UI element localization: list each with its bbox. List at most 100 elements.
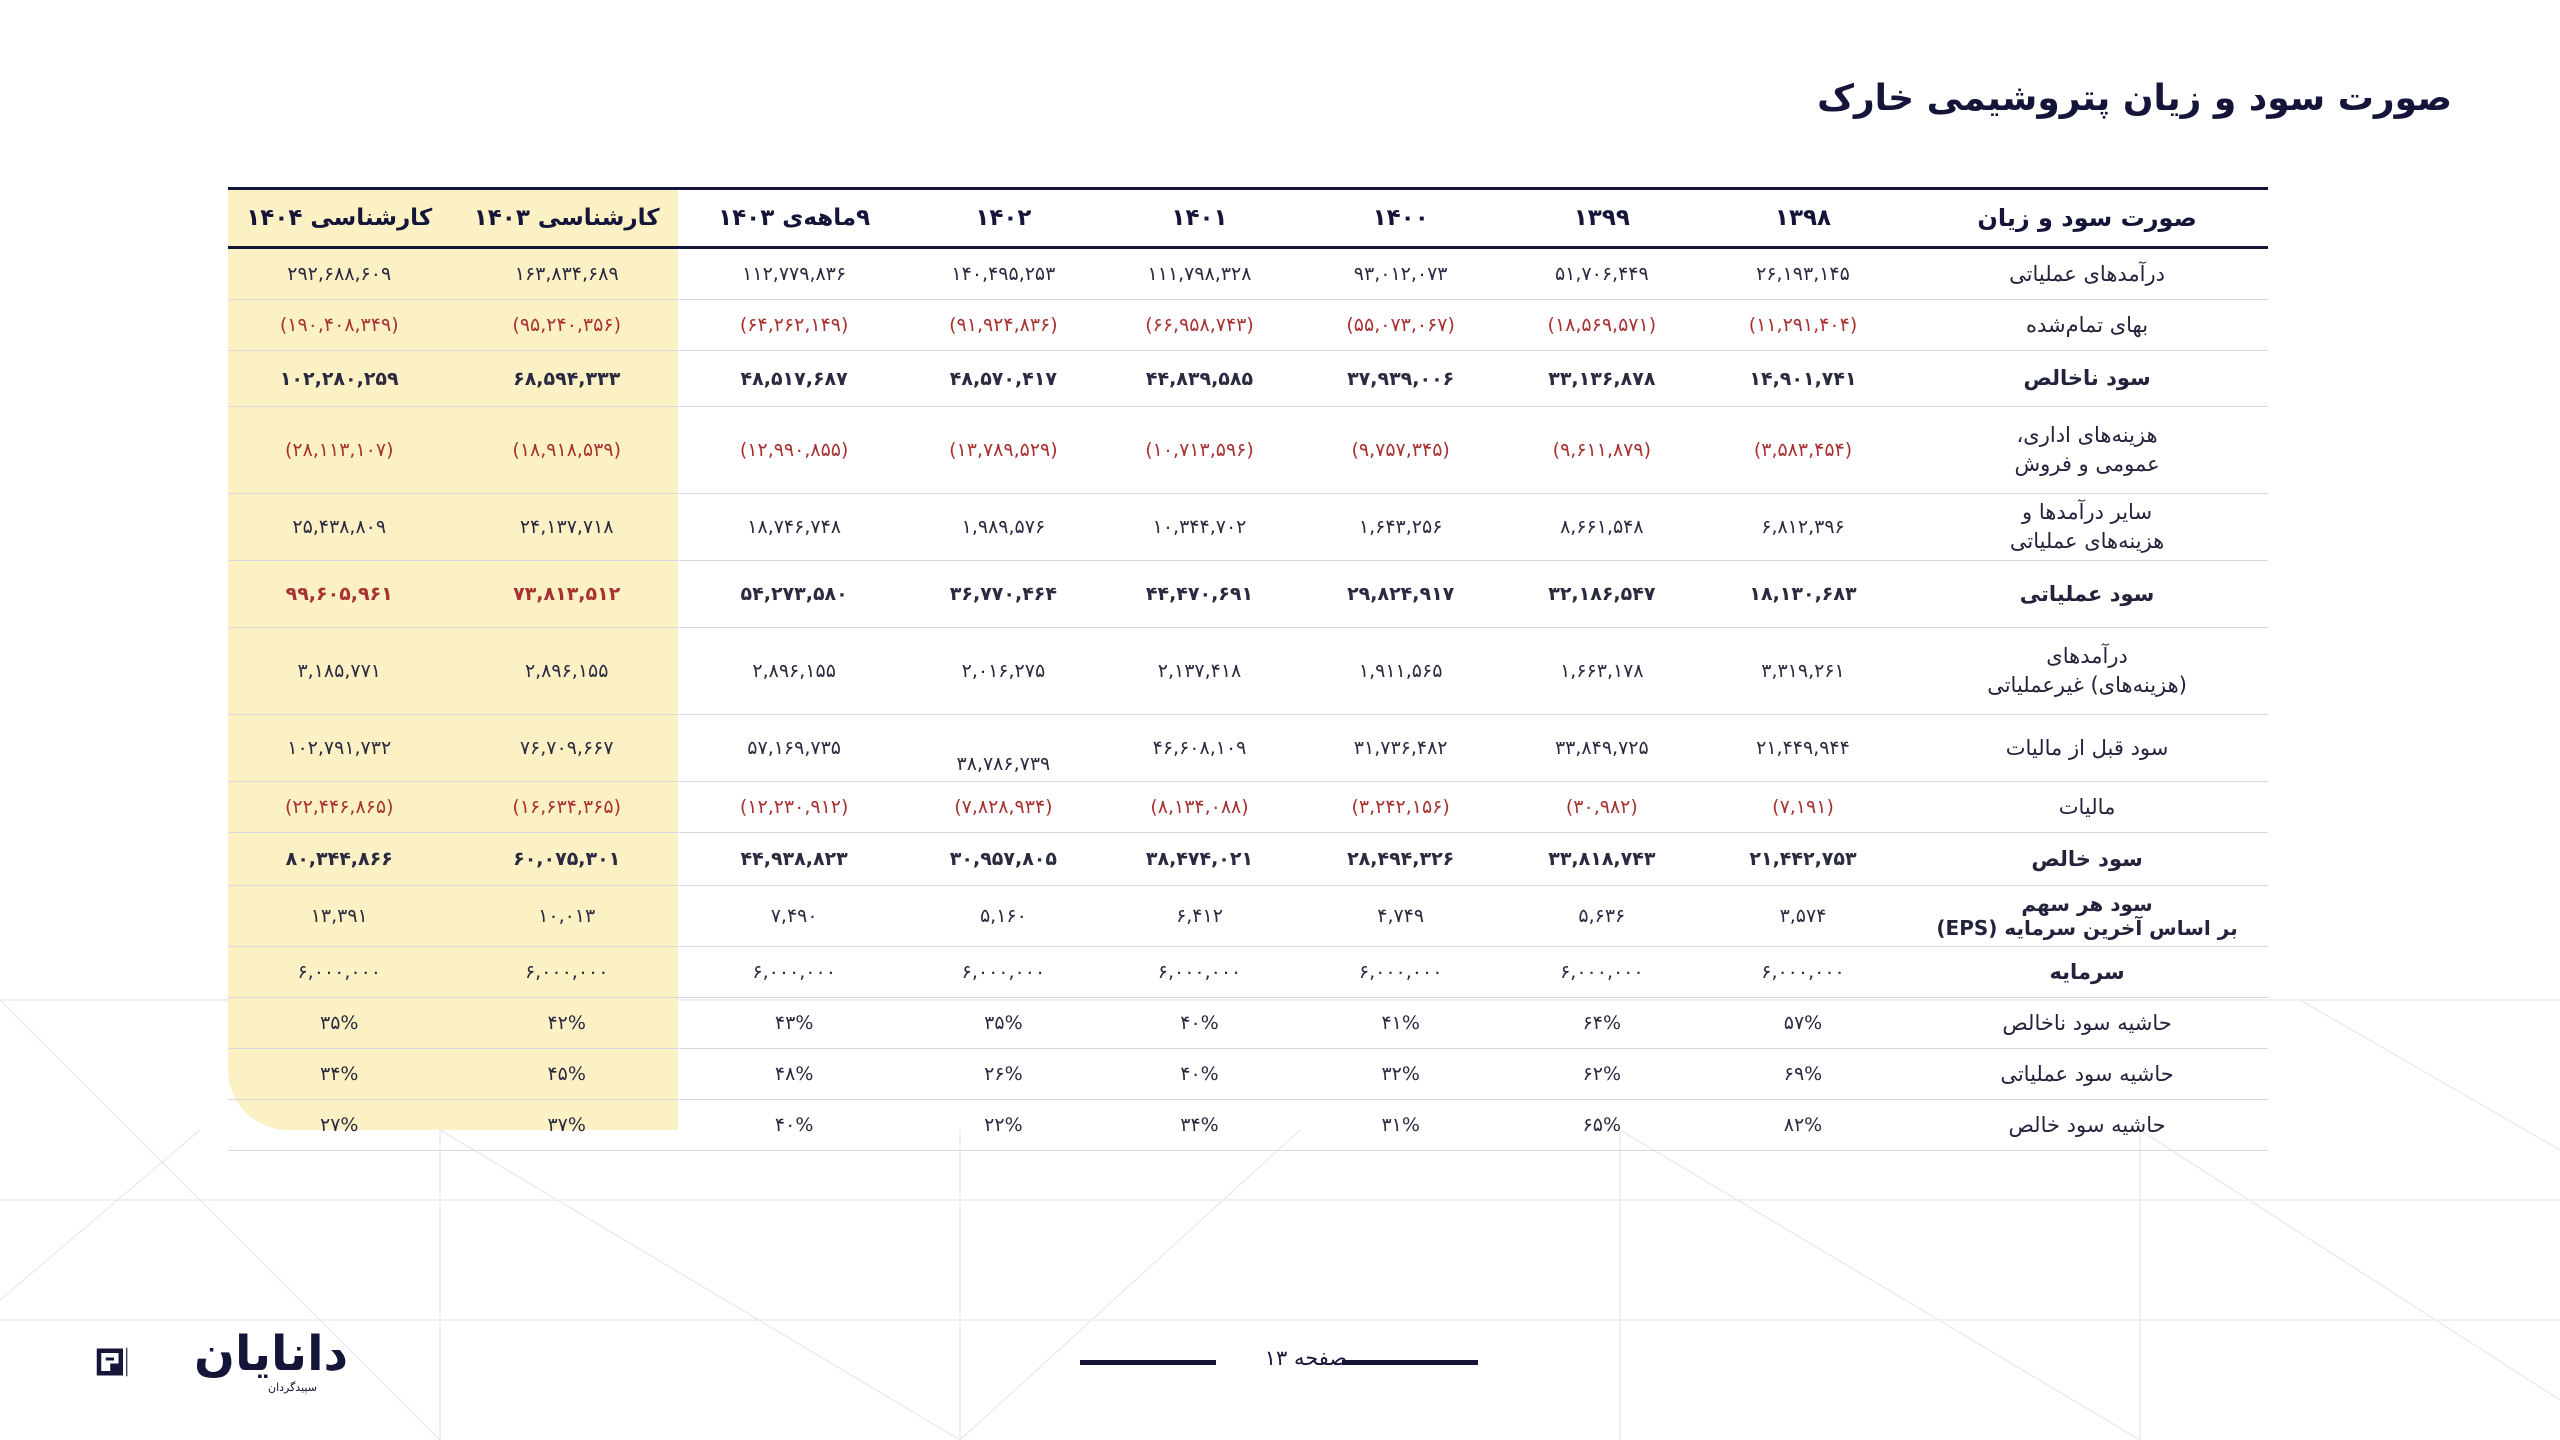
cell: (۱۲,۹۹۰,۸۵۵)	[682, 406, 906, 494]
header-1399: ۱۳۹۹	[1503, 187, 1700, 249]
row-label-line2: بر اساس آخرین سرمایه (EPS)	[1936, 916, 2238, 940]
cell: (۳,۵۸۳,۴۵۴)	[1699, 406, 1907, 494]
cell: ۳۰,۹۵۷,۸۰۵	[905, 832, 1102, 886]
cell: (۹۱,۹۲۴,۸۳۶)	[905, 299, 1102, 351]
cell: ۶,۴۱۲	[1101, 885, 1298, 947]
cell: (۸,۱۳۴,۰۸۸)	[1101, 781, 1298, 833]
cell: ۴۲%	[450, 997, 683, 1049]
row-label: مالیات	[1906, 781, 2268, 833]
cell: ۴۸,۵۷۰,۴۱۷	[905, 350, 1102, 407]
row-admin-expenses: هزینه‌های اداری، عمومی و فروش (۳,۵۸۳,۴۵۴…	[228, 406, 2268, 494]
cell: ۴۰%	[682, 1099, 906, 1151]
cell: ۲۵,۴۳۸,۸۰۹	[228, 493, 451, 561]
cell: ۱۸,۱۳۰,۶۸۳	[1699, 560, 1907, 628]
cell: ۱,۹۱۱,۵۶۵	[1297, 627, 1504, 715]
cell: (۱۸,۵۶۹,۵۷۱)	[1503, 299, 1700, 351]
cell: ۶,۸۱۲,۳۹۶	[1699, 493, 1907, 561]
cell: ۹۳,۰۱۲,۰۷۳	[1297, 247, 1504, 300]
cell: ۲,۸۹۶,۱۵۵	[682, 627, 906, 715]
header-1401: ۱۴۰۱	[1101, 187, 1298, 249]
row-net-margin: حاشیه سود خالص ۸۲% ۶۵% ۳۱% ۳۴% ۲۲% ۴۰% ۳…	[228, 1099, 2268, 1151]
row-label-line1: درآمدهای	[2046, 644, 2128, 668]
footer-line-left	[1080, 1360, 1216, 1365]
row-operating-revenue: درآمدهای عملیاتی ۲۶,۱۹۳,۱۴۵ ۵۱,۷۰۶,۴۴۹ ۹…	[228, 247, 2268, 300]
cell: ۱,۹۸۹,۵۷۶	[905, 493, 1102, 561]
cell: ۳,۵۷۴	[1699, 885, 1907, 947]
cell: ۱۱۱,۷۹۸,۳۲۸	[1101, 247, 1298, 300]
cell: ۳,۳۱۹,۲۶۱	[1699, 627, 1907, 715]
page-number: صفحه ۱۳	[1264, 1346, 1348, 1370]
cell: ۶,۰۰۰,۰۰۰	[1503, 946, 1700, 998]
cell: (۱۶,۶۳۴,۳۶۵)	[450, 781, 683, 833]
cell: ۵,۱۶۰	[905, 885, 1102, 947]
cell: ۶۰,۰۷۵,۳۰۱	[450, 832, 683, 886]
cell: ۳۱%	[1297, 1099, 1504, 1151]
cell: ۴۸,۵۱۷,۶۸۷	[682, 350, 906, 407]
danayan-logo-icon	[96, 1347, 128, 1377]
row-label-line1: سایر درآمدها و	[2022, 500, 2153, 524]
pl-table: صورت سود و زیان ۱۳۹۸ ۱۳۹۹ ۱۴۰۰ ۱۴۰۱ ۱۴۰۲…	[228, 187, 2268, 1151]
cell: ۳۸,۷۸۶,۷۳۹	[905, 714, 1102, 782]
row-eps: سود هر سهم بر اساس آخرین سرمایه (EPS) ۳,…	[228, 885, 2268, 947]
cell: ۲۶,۱۹۳,۱۴۵	[1699, 247, 1907, 300]
row-label: هزینه‌های اداری، عمومی و فروش	[1906, 406, 2268, 494]
cell: ۴۸%	[682, 1048, 906, 1100]
cell: ۵۱,۷۰۶,۴۴۹	[1503, 247, 1700, 300]
cell: ۲۴,۱۳۷,۷۱۸	[450, 493, 683, 561]
row-label: سود قبل از مالیات	[1906, 714, 2268, 782]
cell: (۹۵,۲۴۰,۳۵۶)	[450, 299, 683, 351]
cell: ۳۴%	[228, 1048, 451, 1100]
cell: (۱۲,۲۳۰,۹۱۲)	[682, 781, 906, 833]
row-label: سرمایه	[1906, 946, 2268, 998]
cell: ۳,۱۸۵,۷۷۱	[228, 627, 451, 715]
cell: (۶۶,۹۵۸,۷۴۳)	[1101, 299, 1298, 351]
cell: ۲۲%	[905, 1099, 1102, 1151]
cell: ۱,۶۴۳,۲۵۶	[1297, 493, 1504, 561]
row-label-line2: (هزینه‌های) غیرعملیاتی	[1987, 673, 2187, 697]
cell: ۴۰%	[1101, 1048, 1298, 1100]
cell: ۶۴%	[1503, 997, 1700, 1049]
cell: (۱۹۰,۴۰۸,۳۴۹)	[228, 299, 451, 351]
cell: ۸۰,۳۴۴,۸۶۶	[228, 832, 451, 886]
cell: ۶,۰۰۰,۰۰۰	[1101, 946, 1298, 998]
cell: (۱۸,۹۱۸,۵۳۹)	[450, 406, 683, 494]
cell: ۷۳,۸۱۳,۵۱۲	[450, 560, 683, 628]
cell: ۳۳,۸۴۹,۷۲۵	[1503, 714, 1700, 782]
cell: (۲۸,۱۱۳,۱۰۷)	[228, 406, 451, 494]
cell: ۲۹۲,۶۸۸,۶۰۹	[228, 247, 451, 300]
cell: ۳۵%	[228, 997, 451, 1049]
cell: ۵,۶۳۶	[1503, 885, 1700, 947]
cell: ۸۲%	[1699, 1099, 1907, 1151]
cell: ۶,۰۰۰,۰۰۰	[905, 946, 1102, 998]
cell: ۴۵%	[450, 1048, 683, 1100]
row-operating-profit: سود عملیاتی ۱۸,۱۳۰,۶۸۳ ۳۲,۱۸۶,۵۴۷ ۲۹,۸۲۴…	[228, 560, 2268, 628]
cell: ۱۸,۷۴۶,۷۴۸	[682, 493, 906, 561]
row-label: درآمدهای (هزینه‌های) غیرعملیاتی	[1906, 627, 2268, 715]
cell: ۶,۰۰۰,۰۰۰	[450, 946, 683, 998]
cell: ۱,۶۶۳,۱۷۸	[1503, 627, 1700, 715]
cell: ۶۲%	[1503, 1048, 1700, 1100]
header-1402: ۱۴۰۲	[905, 187, 1102, 249]
cell: ۳۸,۴۷۴,۰۲۱	[1101, 832, 1298, 886]
cell: ۸,۶۶۱,۵۴۸	[1503, 493, 1700, 561]
cell: ۳۳,۸۱۸,۷۴۳	[1503, 832, 1700, 886]
cell: ۲۸,۴۹۴,۳۲۶	[1297, 832, 1504, 886]
cell: ۵۴,۲۷۳,۵۸۰	[682, 560, 906, 628]
cell: (۲۲,۴۴۶,۸۶۵)	[228, 781, 451, 833]
cell: ۶,۰۰۰,۰۰۰	[1297, 946, 1504, 998]
income-statement-table: صورت سود و زیان ۱۳۹۸ ۱۳۹۹ ۱۴۰۰ ۱۴۰۱ ۱۴۰۲…	[228, 187, 2268, 1151]
cell: ۲,۸۹۶,۱۵۵	[450, 627, 683, 715]
cell: ۳۶,۷۷۰,۴۶۴	[905, 560, 1102, 628]
row-label: سایر درآمدها و هزینه‌های عملیاتی	[1906, 493, 2268, 561]
row-label: سود خالص	[1906, 832, 2268, 886]
cell: ۲,۱۳۷,۴۱۸	[1101, 627, 1298, 715]
cell: ۳۳,۱۳۶,۸۷۸	[1503, 350, 1700, 407]
cell: ۴۳%	[682, 997, 906, 1049]
cell: ۶,۰۰۰,۰۰۰	[1699, 946, 1907, 998]
row-label: حاشیه سود ناخالص	[1906, 997, 2268, 1049]
cell: ۶۵%	[1503, 1099, 1700, 1151]
cell: ۶۹%	[1699, 1048, 1907, 1100]
header-9m-1403: ۹ماهه‌ی ۱۴۰۳	[682, 187, 906, 249]
cell: ۳۴%	[1101, 1099, 1298, 1151]
header-1400: ۱۴۰۰	[1297, 187, 1504, 249]
